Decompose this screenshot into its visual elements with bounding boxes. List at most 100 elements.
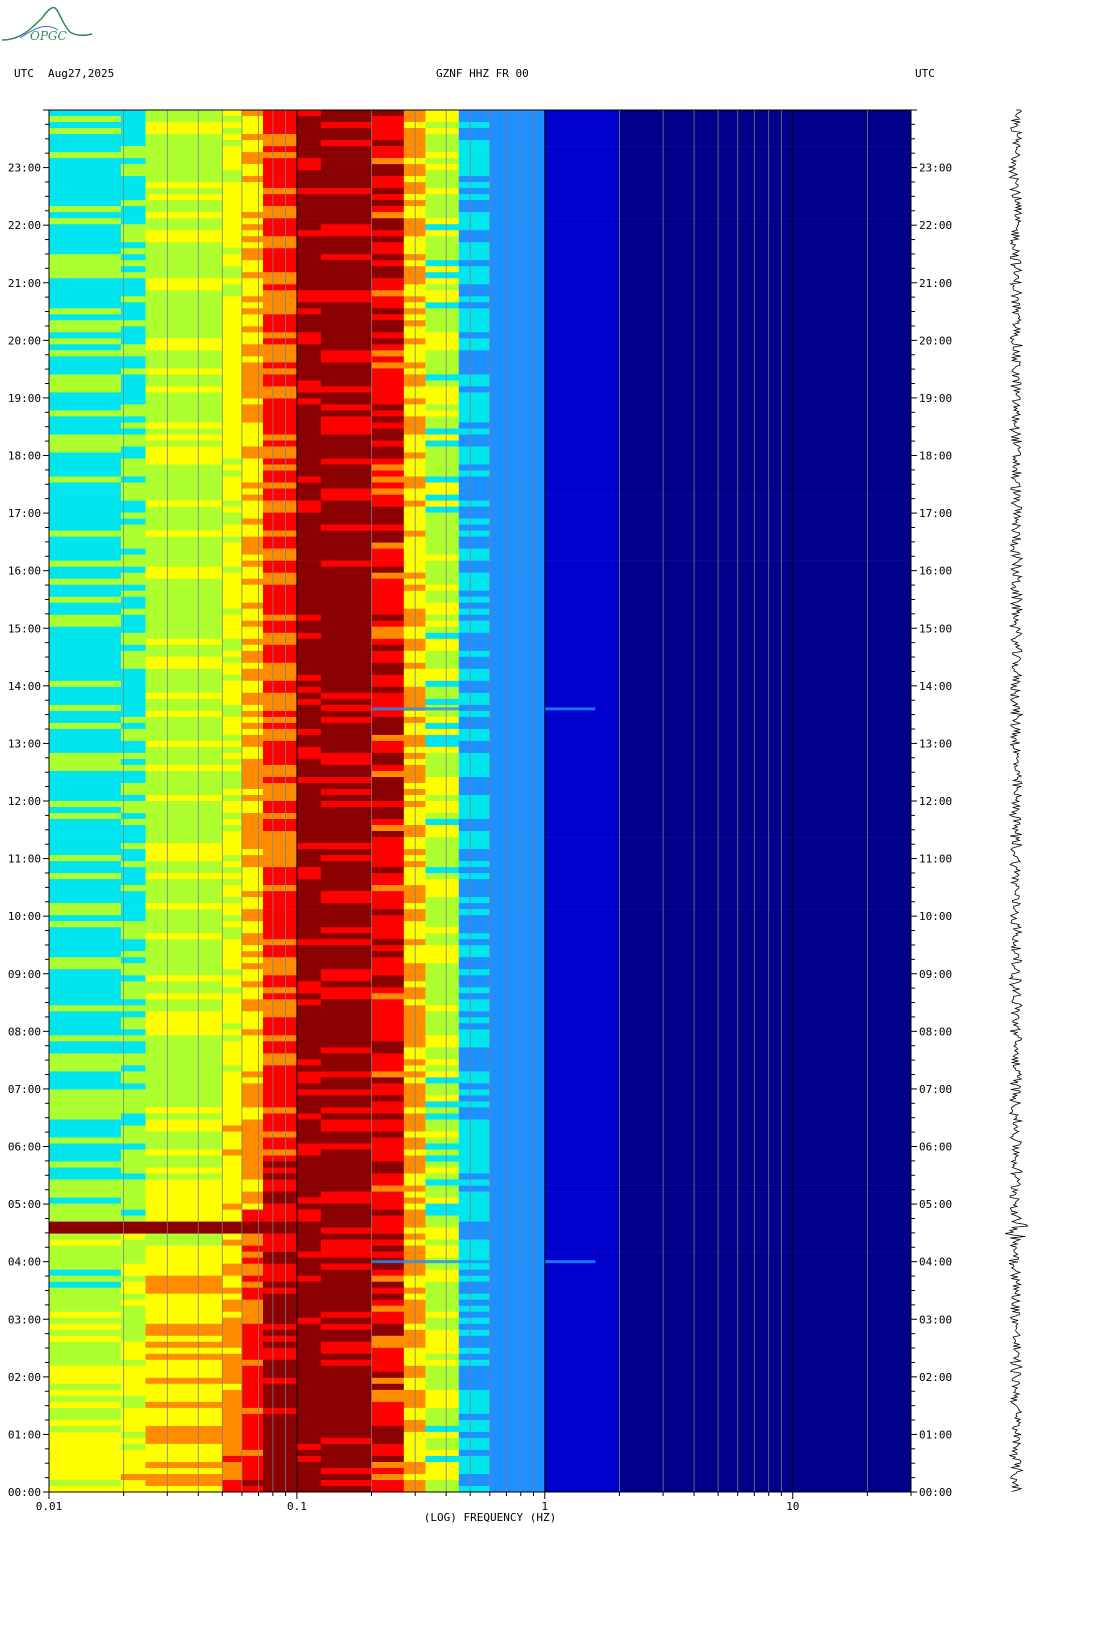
spectrogram-cell	[619, 248, 911, 255]
spectrogram-cell	[296, 1209, 322, 1216]
spectrogram-cell	[296, 1203, 322, 1210]
spectrogram-cell	[371, 1311, 405, 1319]
spectrogram-cell	[320, 386, 372, 393]
spectrogram-cell	[544, 716, 620, 724]
spectrogram-cell	[320, 813, 372, 820]
spectrogram-cell	[489, 1179, 546, 1186]
spectrogram-cell	[120, 1215, 146, 1222]
spectrogram-cell	[371, 801, 405, 808]
spectrogram-cell	[544, 308, 620, 315]
spectrogram-cell	[145, 242, 223, 249]
spectrogram-cell	[619, 404, 911, 411]
x-tick-label: 0.01	[36, 1500, 63, 1513]
spectrogram-cell	[489, 326, 546, 333]
spectrogram-cell	[120, 374, 146, 381]
spectrogram-cell	[489, 1293, 546, 1301]
spectrogram-cell	[371, 813, 405, 820]
spectrogram-cell	[296, 446, 322, 453]
spectrogram-cell	[371, 140, 405, 147]
spectrogram-cell	[241, 1167, 264, 1174]
spectrogram-cell	[296, 1077, 322, 1084]
spectrogram-cell	[619, 819, 911, 826]
spectrogram-cell	[296, 692, 322, 700]
spectrogram-cell	[263, 476, 298, 483]
spectrogram-cell	[296, 656, 322, 664]
spectrogram-cell	[49, 1341, 122, 1349]
spectrogram-cell	[120, 1101, 146, 1108]
spectrogram-cell	[425, 392, 460, 399]
spectrogram-cell	[544, 140, 620, 147]
spectrogram-cell	[489, 1215, 546, 1222]
spectrogram-cell	[145, 1377, 223, 1385]
spectrogram-cell	[241, 825, 264, 832]
spectrogram-cell	[222, 1059, 243, 1066]
spectrogram-cell	[458, 644, 491, 652]
spectrogram-cell	[371, 975, 405, 982]
y-tick-label-left: 08:00	[8, 1025, 41, 1038]
y-tick-label-left: 15:00	[8, 622, 41, 635]
spectrogram-cell	[241, 362, 264, 369]
spectrogram-cell	[263, 356, 298, 363]
spectrogram-cell	[458, 428, 491, 435]
spectrogram-cell	[49, 1173, 122, 1180]
spectrogram-cell	[145, 1462, 223, 1469]
spectrogram-cell	[489, 1221, 546, 1228]
spectrogram-cell	[425, 182, 460, 189]
spectrogram-cell	[544, 1317, 620, 1325]
spectrogram-cell	[458, 602, 491, 610]
spectrogram-cell	[371, 638, 405, 646]
spectrogram-cell	[296, 314, 322, 321]
spectrogram-cell	[241, 1462, 264, 1469]
spectrogram-cell	[222, 734, 243, 742]
spectrogram-cell	[49, 1413, 122, 1421]
spectrogram-cell	[458, 200, 491, 207]
spectrogram-cell	[145, 909, 223, 916]
spectrogram-cell	[619, 975, 911, 982]
spectrogram-cell	[49, 921, 122, 928]
spectrogram-cell	[320, 164, 372, 171]
spectrogram-cell	[425, 1041, 460, 1048]
spectrogram-cell	[296, 993, 322, 1000]
spectrogram-cell	[458, 1353, 491, 1361]
spectrogram-cell	[145, 1155, 223, 1162]
spectrogram-cell	[263, 164, 298, 171]
spectrogram-cell	[263, 957, 298, 964]
spectrogram-cell	[320, 1083, 372, 1090]
spectrogram-cell	[320, 692, 372, 700]
spectrogram-cell	[544, 110, 620, 117]
spectrogram-cell	[619, 873, 911, 880]
spectrogram-cell	[241, 380, 264, 387]
logo-text: OPGC	[30, 29, 67, 43]
spectrogram-cell	[296, 380, 322, 387]
spectrogram-cell	[120, 1287, 146, 1295]
spectrogram-cell	[296, 1029, 322, 1036]
spectrogram-cell	[425, 422, 460, 429]
spectrogram-cell	[222, 242, 243, 249]
spectrogram-cell	[425, 236, 460, 243]
spectrogram-cell	[371, 891, 405, 898]
spectrogram-cell	[241, 734, 264, 742]
spectrogram-cell	[49, 807, 122, 814]
spectrogram-cell	[619, 122, 911, 129]
spectrogram-cell	[145, 686, 223, 694]
spectrogram-cell	[619, 110, 911, 117]
spectrogram-cell	[458, 368, 491, 375]
spectrogram-cell	[241, 224, 264, 231]
spectrogram-cell	[49, 1389, 122, 1397]
spectrogram-cell	[425, 644, 460, 652]
spectrogram-cell	[296, 807, 322, 814]
spectrogram-cell	[371, 176, 405, 183]
spectrogram-cell	[425, 1191, 460, 1198]
spectrogram-cell	[489, 1161, 546, 1168]
spectrogram-cell	[489, 560, 546, 568]
spectrogram-cell	[320, 1347, 372, 1355]
spectrogram-cell	[222, 921, 243, 928]
spectrogram-cell	[120, 518, 146, 525]
spectrogram-cell	[458, 1011, 491, 1018]
spectrogram-cell	[489, 488, 546, 495]
spectrogram-cell	[619, 951, 911, 958]
spectrogram-cell	[489, 122, 546, 129]
spectrogram-cell	[320, 1119, 372, 1126]
spectrogram-cell	[371, 777, 405, 784]
spectrogram-cell	[619, 909, 911, 916]
